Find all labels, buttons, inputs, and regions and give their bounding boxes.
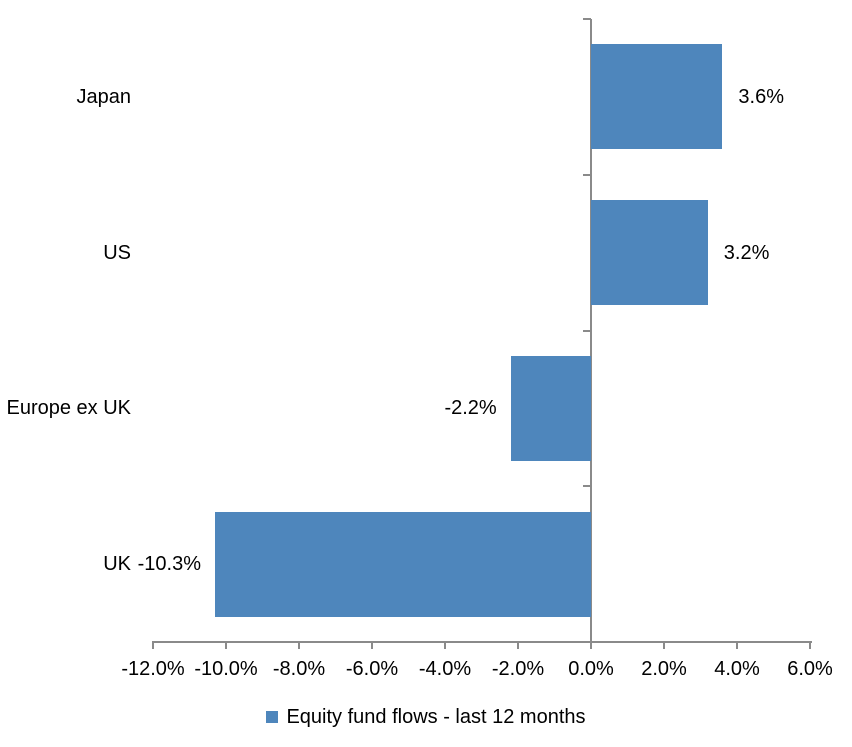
legend: Equity fund flows - last 12 months — [0, 703, 852, 731]
value-axis-tick-label: 6.0% — [787, 658, 833, 680]
category-axis-tick-mark — [583, 329, 591, 332]
category-axis-line — [590, 19, 592, 648]
value-axis-tick-label: -8.0% — [272, 658, 326, 680]
value-label: -2.2% — [444, 397, 497, 420]
value-axis-tick-mark — [298, 642, 300, 649]
value-axis-tick-label: -10.0% — [194, 658, 258, 680]
legend-series-swatch-icon — [266, 711, 279, 723]
category-label: Japan — [76, 85, 132, 108]
value-label: -10.3% — [137, 553, 201, 576]
bar — [591, 44, 723, 150]
value-axis-tick-label: -6.0% — [345, 658, 399, 680]
value-axis-tick-mark — [371, 642, 373, 649]
category-axis-tick-mark — [583, 18, 591, 20]
bar — [591, 200, 708, 306]
legend-series-label: Equity fund flows - last 12 months — [286, 706, 586, 728]
value-axis-tick-mark — [152, 642, 154, 649]
value-label: 3.6% — [738, 85, 784, 108]
bar — [510, 355, 591, 461]
value-axis-line — [152, 641, 812, 643]
category-label: UK — [103, 553, 131, 576]
value-axis-tick-mark — [736, 642, 738, 649]
value-axis-tick-label: 4.0% — [714, 658, 760, 680]
value-axis-tick-label: -12.0% — [121, 658, 185, 680]
category-label: US — [103, 241, 131, 264]
value-axis-tick-label: 0.0% — [568, 658, 614, 680]
value-label: 3.2% — [723, 241, 770, 264]
value-axis-tick-label: -4.0% — [418, 658, 472, 680]
value-axis-tick-mark — [663, 642, 665, 649]
value-axis-tick-mark — [225, 642, 227, 649]
value-axis-tick-label: -2.0% — [491, 658, 545, 680]
value-axis-tick-label: 2.0% — [641, 658, 687, 680]
value-axis-tick-mark — [809, 642, 811, 649]
bar — [215, 511, 591, 617]
category-axis-tick-mark — [583, 641, 591, 643]
value-axis-tick-mark — [590, 642, 592, 649]
value-axis-tick-mark — [517, 642, 519, 649]
category-axis-tick-mark — [583, 485, 591, 488]
value-axis-tick-mark — [444, 642, 446, 649]
category-label: Europe ex UK — [6, 397, 131, 420]
category-axis-tick-mark — [583, 173, 591, 176]
